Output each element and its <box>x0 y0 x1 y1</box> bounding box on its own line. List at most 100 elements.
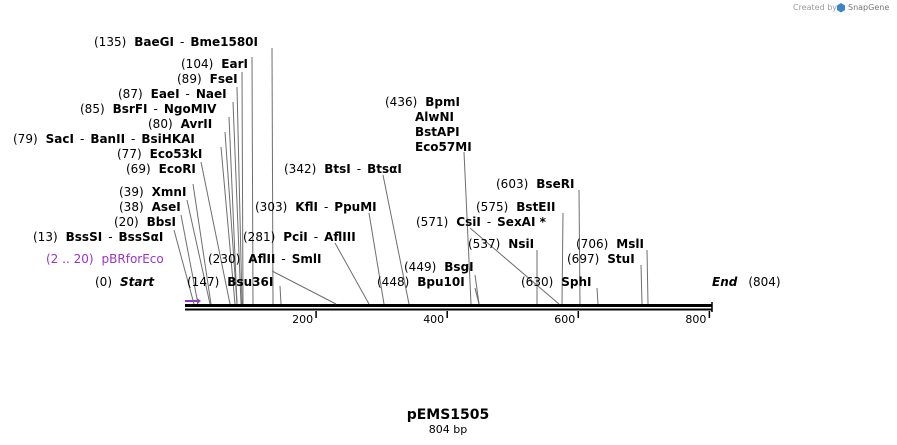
enzyme-position: (448) <box>377 275 409 289</box>
enzyme-label-kfli[interactable]: (303) KflI - PpuMI <box>255 200 377 214</box>
enzyme-name: AseI <box>152 200 181 214</box>
enzyme-name: FseI <box>210 72 238 86</box>
leader-line-aflii <box>271 270 337 305</box>
plasmid-size: 804 bp <box>429 423 467 436</box>
enzyme-name: SexAI * <box>497 215 546 229</box>
enzyme-name: Eco53kI <box>150 147 203 161</box>
enzyme-name: AvrII <box>181 117 213 131</box>
enzyme-label-eaei[interactable]: (87) EaeI - NaeI <box>118 87 227 101</box>
enzyme-position: (79) <box>13 132 38 146</box>
enzyme-label-bpmi[interactable]: (436) BpmI AlwNI BstAPI Eco57MI <box>385 95 472 154</box>
enzyme-name: BtsαI <box>367 162 402 176</box>
feature-pbrforeco-label[interactable]: (2 .. 20) pBRforEco <box>46 252 164 266</box>
enzyme-label-saci[interactable]: (79) SacI - BanII - BsiHKAI <box>13 132 195 146</box>
enzyme-name: BsrFI <box>113 102 148 116</box>
enzyme-label-xmni[interactable]: (39) XmnI <box>119 185 186 199</box>
sequence-backbone <box>185 302 713 312</box>
enzyme-label-bsteii[interactable]: (575) BstEII <box>476 200 555 214</box>
enzyme-label-pcii[interactable]: (281) PciI - AflIII <box>243 230 356 244</box>
enzyme-position: (630) <box>521 275 553 289</box>
enzyme-separator: - <box>154 102 158 116</box>
enzyme-label-bsgi[interactable]: (449) BsgI <box>404 260 474 274</box>
leader-line-kfli <box>368 212 385 305</box>
ruler-ticks: 200 400 600 800 <box>292 311 711 326</box>
enzyme-name: BstEII <box>516 200 555 214</box>
enzyme-name: PpuMI <box>334 200 376 214</box>
enzyme-name: SmlI <box>292 252 322 266</box>
end-label: End (804) <box>712 275 781 289</box>
enzyme-label-fsei[interactable]: (89) FseI <box>177 72 238 86</box>
enzyme-label-stui[interactable]: (697) StuI <box>567 252 635 266</box>
enzyme-label-bsssi[interactable]: (13) BssSI - BssSαI <box>33 230 163 244</box>
enzyme-label-bsrfi[interactable]: (85) BsrFI - NgoMIV <box>80 102 217 116</box>
enzyme-name: Bsu36I <box>227 275 273 289</box>
enzyme-position: (20) <box>114 215 139 229</box>
end-number: (804) <box>748 275 780 289</box>
enzyme-label-aflii[interactable]: (230) AflII - SmlI <box>208 252 321 266</box>
leader-line-bbsi <box>180 214 199 305</box>
enzyme-label-bseri[interactable]: (603) BseRI <box>496 177 574 191</box>
enzyme-separator: - <box>357 162 361 176</box>
ruler-label-800: 800 <box>685 313 706 326</box>
enzyme-name: AflII <box>248 252 275 266</box>
enzyme-label-ecori[interactable]: (69) EcoRI <box>126 162 196 176</box>
enzyme-position: (575) <box>476 200 508 214</box>
enzyme-position: (135) <box>94 35 126 49</box>
enzyme-name: Bpu10I <box>417 275 464 289</box>
feature-name: pBRforEco <box>102 252 164 266</box>
enzyme-name: Eco57MI <box>415 140 472 154</box>
enzyme-position: (85) <box>80 102 105 116</box>
enzyme-label-baegi[interactable]: (135) BaeGI - Bme1580I <box>94 35 258 49</box>
enzyme-position: (89) <box>177 72 202 86</box>
enzyme-label-eco53ki[interactable]: (77) Eco53kI <box>117 147 202 161</box>
enzyme-position: (104) <box>181 57 213 71</box>
enzyme-label-bpu10i[interactable]: (448) Bpu10I <box>377 275 465 289</box>
enzyme-label-eari[interactable]: (104) EarI <box>181 57 248 71</box>
enzyme-name: BpmI <box>425 95 460 109</box>
enzyme-name: PciI <box>283 230 308 244</box>
enzyme-name: BseRI <box>536 177 574 191</box>
leader-line-avrii <box>228 116 238 305</box>
leader-line-stui <box>640 264 643 305</box>
enzyme-label-sphi[interactable]: (630) SphI <box>521 275 592 289</box>
enzyme-name: BtsI <box>324 162 351 176</box>
enzyme-label-msli[interactable]: (706) MslI <box>576 237 644 251</box>
enzyme-name: BstAPI <box>415 125 460 139</box>
enzyme-position: (39) <box>119 185 144 199</box>
enzyme-label-nsii[interactable]: (537) NsiI <box>468 237 534 251</box>
leader-line-baegi <box>271 47 274 305</box>
enzyme-label-btsi[interactable]: (342) BtsI - BtsαI <box>284 162 402 176</box>
leader-line-eco53ki <box>220 146 236 305</box>
leader-line-eari <box>251 56 254 305</box>
enzyme-label-asei[interactable]: (38) AseI <box>119 200 181 214</box>
enzyme-label-csii[interactable]: (571) CsiI - SexAI * <box>416 215 547 229</box>
enzyme-position: (436) <box>385 95 417 109</box>
ruler-label-400: 400 <box>423 313 444 326</box>
enzyme-separator: - <box>487 215 491 229</box>
enzyme-labels: (135) BaeGI - Bme1580I(104) EarI(89) FseI(87)… <box>13 35 644 289</box>
leader-lines <box>173 47 649 305</box>
enzyme-label-bsu36i[interactable]: (147) Bsu36I <box>187 275 273 289</box>
enzyme-label-bbsi[interactable]: (20) BbsI <box>114 215 176 229</box>
enzyme-position: (697) <box>567 252 599 266</box>
enzyme-separator: - <box>131 132 135 146</box>
leader-line-fsei <box>241 71 244 305</box>
leader-line-btsi <box>382 174 410 305</box>
enzyme-name: BaeGI <box>134 35 174 49</box>
start-number: (0) <box>95 275 112 289</box>
enzyme-name: BssSI <box>66 230 103 244</box>
enzyme-separator: - <box>281 252 285 266</box>
enzyme-position: (13) <box>33 230 58 244</box>
leader-line-asei <box>186 199 211 305</box>
enzyme-separator: - <box>186 87 190 101</box>
enzyme-name: BanII <box>90 132 125 146</box>
enzyme-position: (69) <box>126 162 151 176</box>
leader-line-saci <box>224 131 238 305</box>
enzyme-position: (87) <box>118 87 143 101</box>
leader-line-eaei <box>236 86 243 305</box>
enzyme-position: (80) <box>148 117 173 131</box>
credit-text: Created by <box>793 3 837 12</box>
enzyme-label-avrii[interactable]: (80) AvrII <box>148 117 212 131</box>
enzyme-separator: - <box>80 132 84 146</box>
enzyme-position: (147) <box>187 275 219 289</box>
